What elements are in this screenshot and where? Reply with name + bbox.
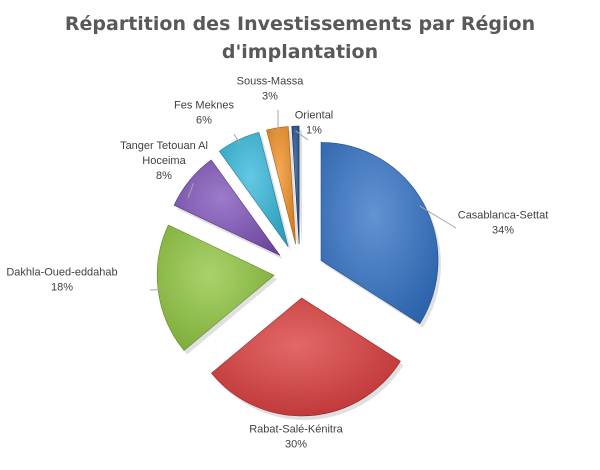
slice-category-label: Casablanca-Settat (458, 210, 549, 222)
slice-category-label: Dakhla-Oued-eddahab (6, 267, 117, 279)
pie-slice-souss-massa (266, 126, 296, 245)
slice-category-label: Tanger Tetouan Al (120, 140, 208, 152)
chart-title-line-1: Répartition des Investissements par Régi… (65, 13, 535, 35)
leader-line (187, 183, 194, 199)
slice-percent-label: 8% (156, 170, 172, 182)
pie-slice-casablanca-settat (320, 142, 439, 325)
slice-percent-label: 34% (492, 225, 514, 237)
slice-percent-label: 1% (306, 125, 322, 137)
slice-category-label: Oriental (295, 110, 334, 122)
slice-percent-label: 18% (51, 282, 73, 294)
leader-line (419, 205, 457, 229)
leader-lines (149, 109, 457, 291)
slice-category-label: Fes Meknes (174, 100, 234, 112)
leader-line (149, 288, 163, 291)
pie-slice-fes-meknes (218, 132, 289, 247)
slice-percent-label: 30% (285, 439, 307, 451)
slice-category-label: Rabat-Salé-Kénitra (249, 424, 343, 436)
pie-slices (156, 125, 442, 420)
pie-slice-rabat-sal-k-nitra (211, 297, 401, 417)
slice-percent-label: 3% (262, 91, 278, 103)
chart-title-line-2: d'implantation (222, 41, 378, 63)
pie-slice-oriental (291, 125, 300, 245)
leader-line (295, 130, 309, 141)
slice-category-label: Hoceima (142, 155, 186, 167)
pie-slice-tanger-tetouan-al-hoceima (173, 159, 281, 256)
slice-percent-label: 6% (196, 115, 212, 127)
slice-category-label: Souss-Massa (237, 76, 305, 88)
data-labels: Casablanca-Settat 34% Rabat-Salé-Kénitra 30… (6, 76, 548, 451)
leader-line (233, 133, 241, 145)
